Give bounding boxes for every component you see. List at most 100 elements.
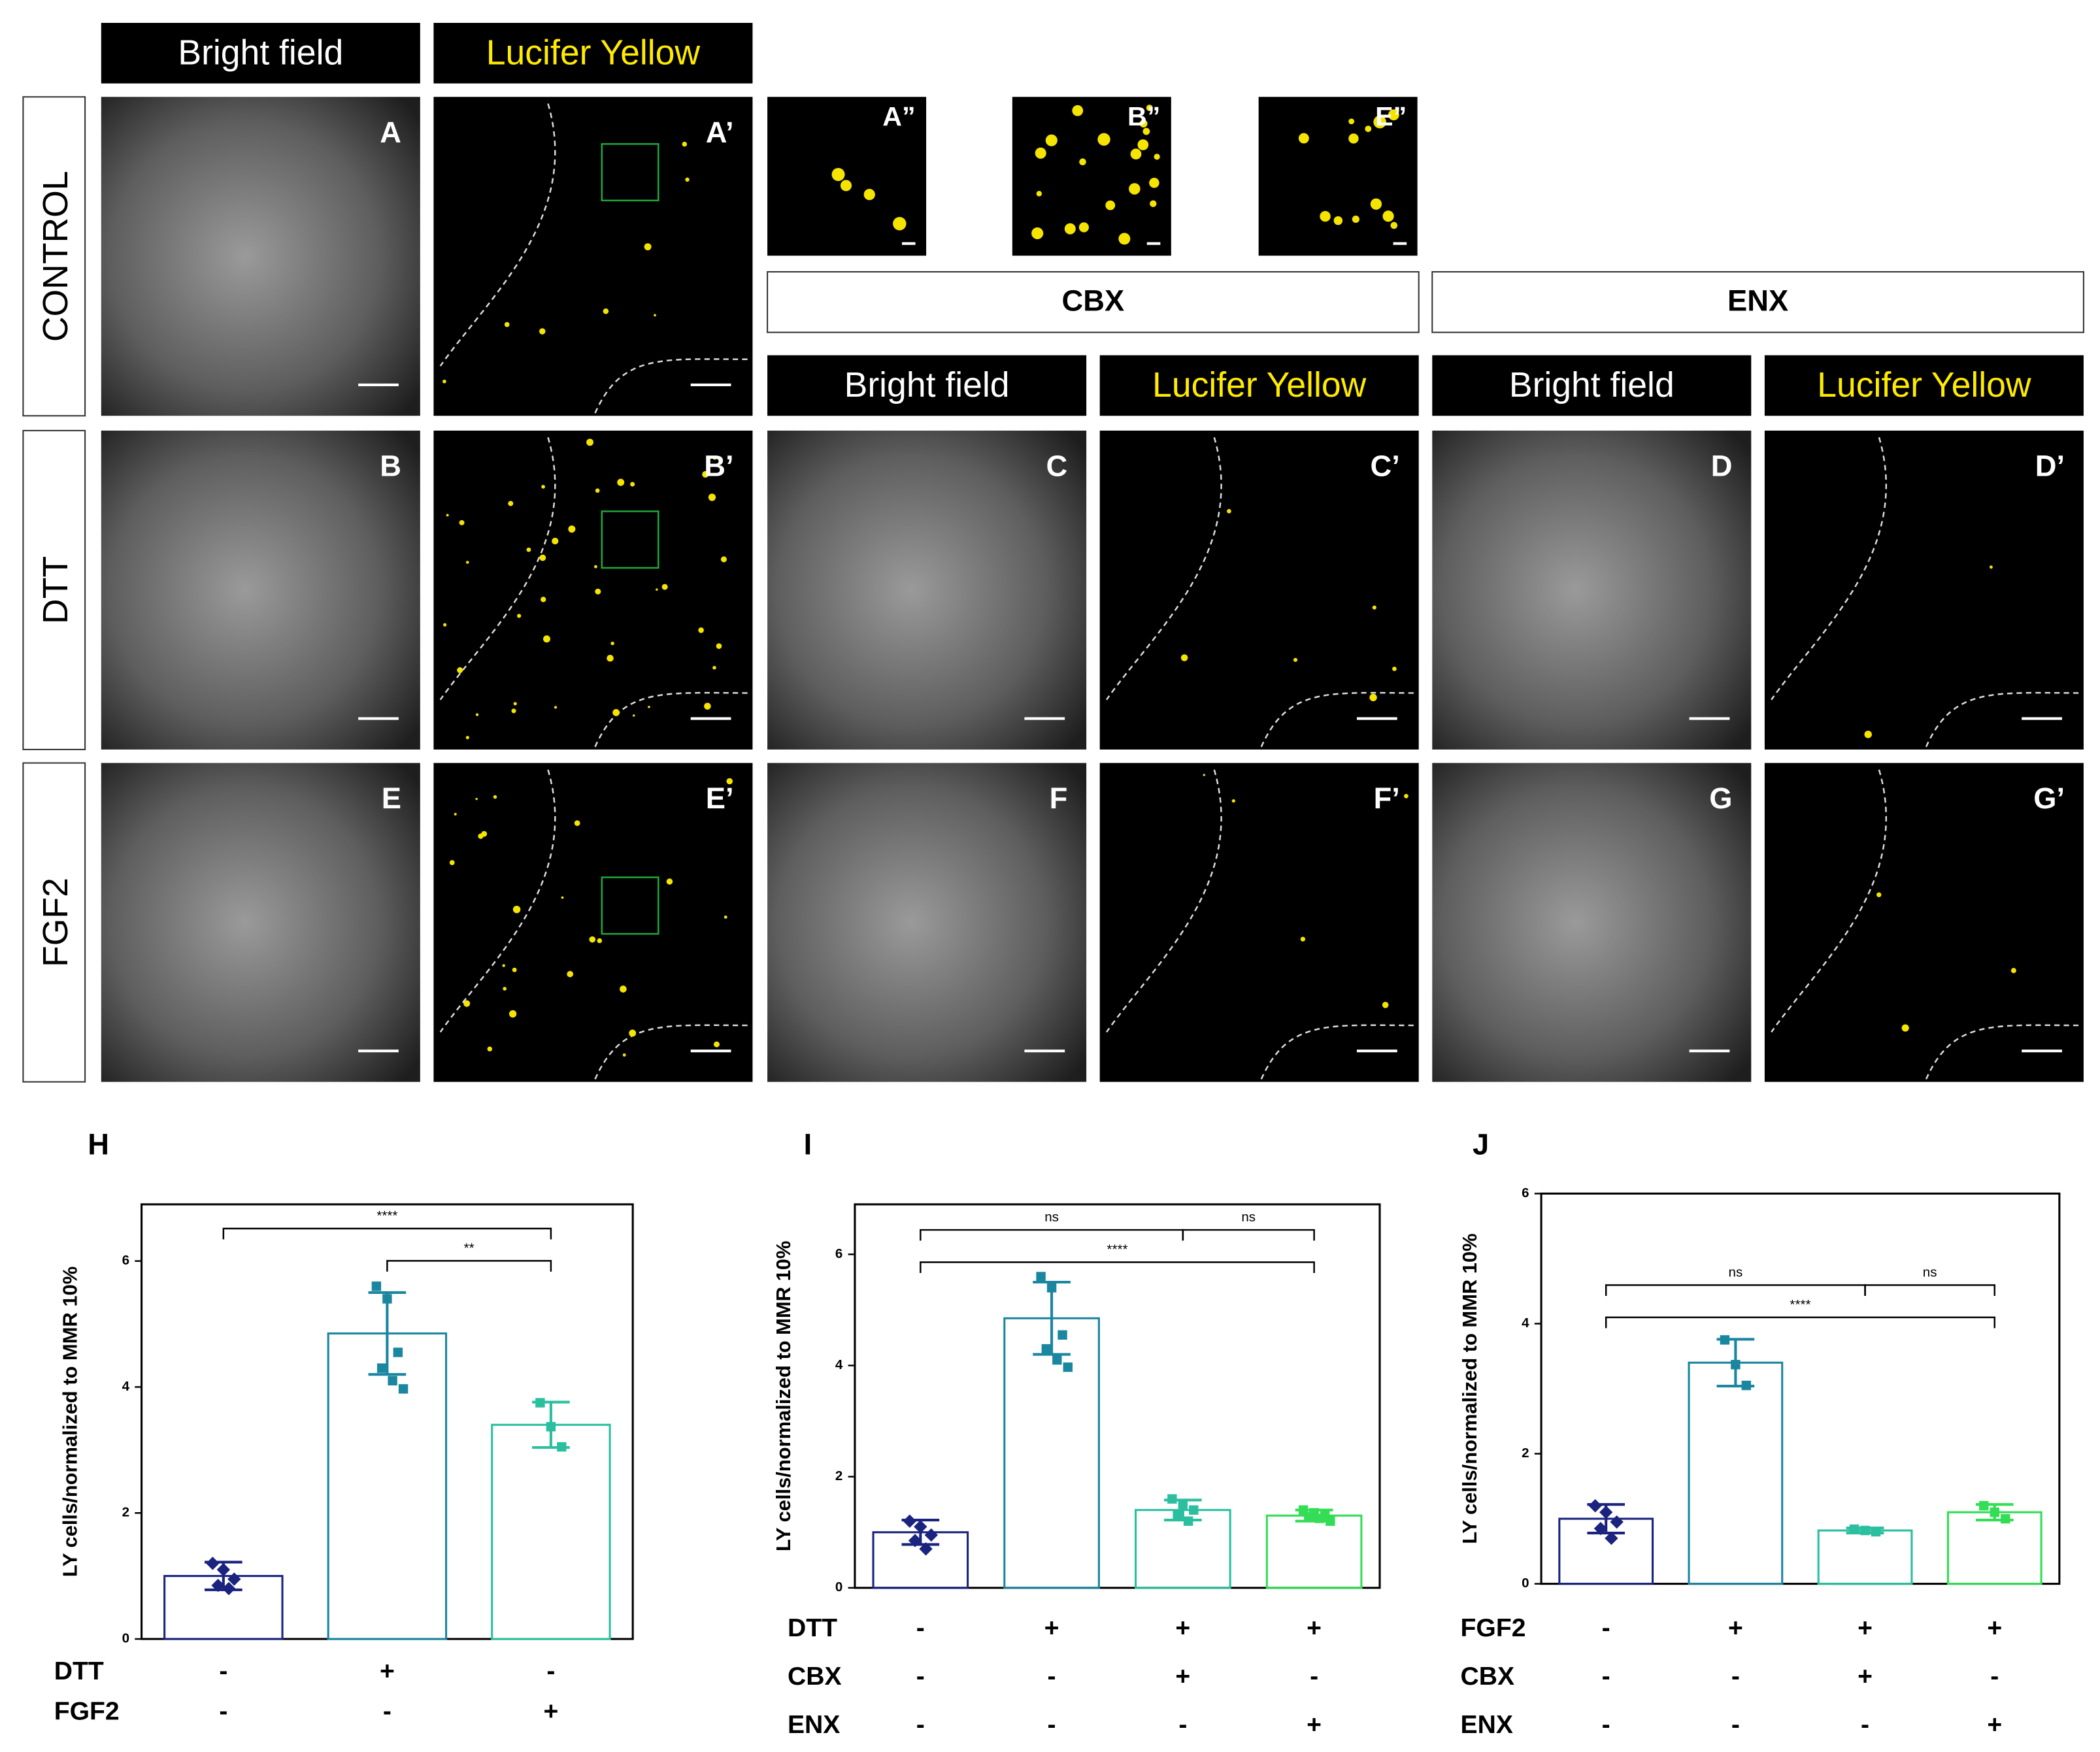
fluorescent-cell <box>595 588 601 595</box>
panel-letter: E’ <box>706 782 734 815</box>
data-point <box>1979 1500 1989 1511</box>
bright-field-image <box>101 763 420 1082</box>
header-text: Lucifer Yellow <box>1817 366 2031 405</box>
fluorescent-cell <box>893 217 907 231</box>
data-point <box>393 1347 403 1357</box>
fluorescent-cell <box>622 1053 626 1057</box>
fluorescent-cell <box>1348 133 1359 144</box>
lucifer-yellow-image <box>1099 430 1419 750</box>
fluorescent-cell <box>457 667 463 674</box>
fluorescent-cell <box>702 471 709 478</box>
condition-name: FGF2 <box>1461 1614 1526 1642</box>
data-point <box>535 1398 545 1408</box>
panel-letter: D’ <box>2035 450 2065 483</box>
fluorescent-cell <box>648 705 650 708</box>
fluorescent-cell <box>612 709 620 716</box>
fluorescent-cell <box>552 537 559 545</box>
data-point <box>1036 1272 1046 1281</box>
condition-sign: + <box>1987 1711 2002 1739</box>
boundary-line <box>594 691 750 748</box>
header-box <box>1099 355 1419 416</box>
fluorescent-cell <box>607 655 614 662</box>
row-label: DTT <box>37 556 75 624</box>
header-box <box>1764 355 2084 416</box>
bar <box>1817 1529 1913 1585</box>
lucifer-yellow-image <box>433 97 753 416</box>
fluorescent-cell <box>603 308 609 314</box>
row-label: FGF2 <box>37 878 75 967</box>
data-point <box>398 1384 408 1394</box>
fluorescent-cell <box>1300 936 1306 942</box>
fluorescent-cell <box>1142 127 1150 135</box>
fluorescent-cell <box>1078 222 1089 233</box>
group-box <box>767 271 1420 333</box>
fluorescent-cell <box>863 189 875 201</box>
bright-field-image <box>1432 430 1752 750</box>
fluorescent-cell <box>629 1029 637 1037</box>
lucifer-yellow-image <box>1099 763 1419 1082</box>
fluorescent-cell <box>712 665 716 670</box>
condition-sign: - <box>916 1614 925 1642</box>
fluorescent-cell <box>513 702 517 706</box>
plot-frame <box>854 1203 1381 1589</box>
data-point <box>924 1528 938 1542</box>
row-box <box>22 762 86 1083</box>
boundary-line <box>1771 769 1887 1033</box>
fluorescent-cell <box>459 520 465 525</box>
data-point <box>1731 1360 1741 1370</box>
condition-sign: - <box>1731 1662 1740 1691</box>
lucifer-yellow-image <box>433 430 753 750</box>
boundary-line <box>1925 691 2081 748</box>
fluorescent-cell <box>568 525 576 533</box>
y-tick-label: 2 <box>122 1505 129 1520</box>
data-point <box>546 1421 556 1432</box>
data-point <box>1063 1362 1073 1372</box>
error-bar <box>1033 1280 1071 1356</box>
condition-sign: + <box>1307 1614 1322 1642</box>
data-point <box>1046 1283 1057 1293</box>
condition-sign: + <box>1044 1614 1059 1642</box>
condition-sign: + <box>380 1657 395 1685</box>
lucifer-yellow-image <box>1764 430 2084 750</box>
data-point <box>382 1294 392 1304</box>
fluorescent-cell <box>508 501 514 506</box>
y-axis-label: LY cells/normalized to MMR 10% <box>1458 1233 1481 1544</box>
chart-letter: I <box>804 1127 812 1161</box>
fluorescent-cell <box>541 597 546 603</box>
fluorescent-cell <box>478 833 484 839</box>
significance-label: ns <box>1241 1210 1256 1225</box>
fluorescent-cell <box>493 795 497 799</box>
fluorescent-cell <box>682 141 688 147</box>
fluorescent-cell <box>1333 216 1343 225</box>
significance-bracket <box>386 1260 552 1272</box>
panel-letter: C <box>1046 450 1068 483</box>
fluorescent-cell <box>1064 223 1076 235</box>
fluorescent-cell <box>620 985 627 993</box>
data-point <box>1304 1512 1314 1522</box>
condition-sign: - <box>1178 1711 1187 1739</box>
bright-field-image <box>101 430 420 750</box>
panel-letter: D <box>1711 450 1733 483</box>
fluorescent-cell <box>465 561 469 564</box>
significance-label: **** <box>376 1208 397 1223</box>
row-label: CONTROL <box>37 171 75 342</box>
fluorescent-cell <box>1365 125 1372 133</box>
condition-name: ENX <box>788 1711 840 1739</box>
fluorescent-cell <box>1072 105 1084 116</box>
significance-label: **** <box>1790 1297 1810 1312</box>
fluorescent-cell <box>1298 133 1309 144</box>
fluorescent-cell <box>1370 198 1382 210</box>
inset-box <box>601 876 659 935</box>
panel-letter: B’ <box>704 450 733 483</box>
boundary-line <box>1105 437 1222 701</box>
condition-sign: - <box>1310 1662 1318 1691</box>
data-point <box>1189 1505 1199 1515</box>
bar <box>1688 1361 1784 1585</box>
condition-sign: - <box>1602 1614 1610 1642</box>
condition-sign: - <box>1602 1711 1610 1739</box>
fluorescent-cell <box>593 565 597 569</box>
data-point <box>371 1281 382 1291</box>
panel-letter: A” <box>882 101 915 131</box>
fluorescent-cell <box>1130 148 1142 160</box>
fluorescent-cell <box>1404 793 1408 799</box>
